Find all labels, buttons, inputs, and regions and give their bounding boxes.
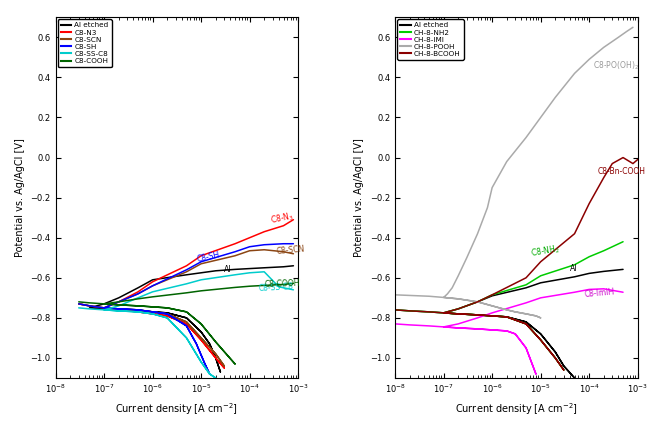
Text: C8-Bn-COOH: C8-Bn-COOH — [598, 167, 645, 176]
Text: C8-PO(OH)$_2$: C8-PO(OH)$_2$ — [593, 59, 639, 72]
Text: Al: Al — [570, 264, 577, 273]
X-axis label: Current density [A cm$^{-2}$]: Current density [A cm$^{-2}$] — [455, 401, 578, 416]
Text: C8-ImiH: C8-ImiH — [585, 287, 615, 299]
X-axis label: Current density [A cm$^{-2}$]: Current density [A cm$^{-2}$] — [115, 401, 238, 416]
Y-axis label: Potential vs. Ag/AgCl [V]: Potential vs. Ag/AgCl [V] — [15, 138, 25, 257]
Y-axis label: Potential vs. Ag/AgCl [V]: Potential vs. Ag/AgCl [V] — [354, 138, 364, 257]
Text: C8-SH: C8-SH — [196, 250, 221, 264]
Text: (a): (a) — [87, 28, 105, 38]
Legend: Al etched, CH-8-NH2, CH-8-IMI, CH-8-POOH, CH-8-BCOOH: Al etched, CH-8-NH2, CH-8-IMI, CH-8-POOH… — [397, 19, 464, 60]
Text: C8-SCN: C8-SCN — [276, 245, 305, 257]
Text: C8-NH$_2$: C8-NH$_2$ — [530, 243, 560, 260]
Text: C8-SS-C8: C8-SS-C8 — [258, 282, 294, 293]
Legend: Al etched, C8-N3, C8-SCN, C8-SH, C8-SS-C8, C8-COOH: Al etched, C8-N3, C8-SCN, C8-SH, C8-SS-C… — [58, 19, 111, 67]
Text: (b): (b) — [426, 28, 445, 38]
Text: Al: Al — [224, 265, 232, 274]
Text: C8-COOH: C8-COOH — [264, 279, 300, 289]
Text: C8-N$_3$: C8-N$_3$ — [269, 210, 295, 227]
